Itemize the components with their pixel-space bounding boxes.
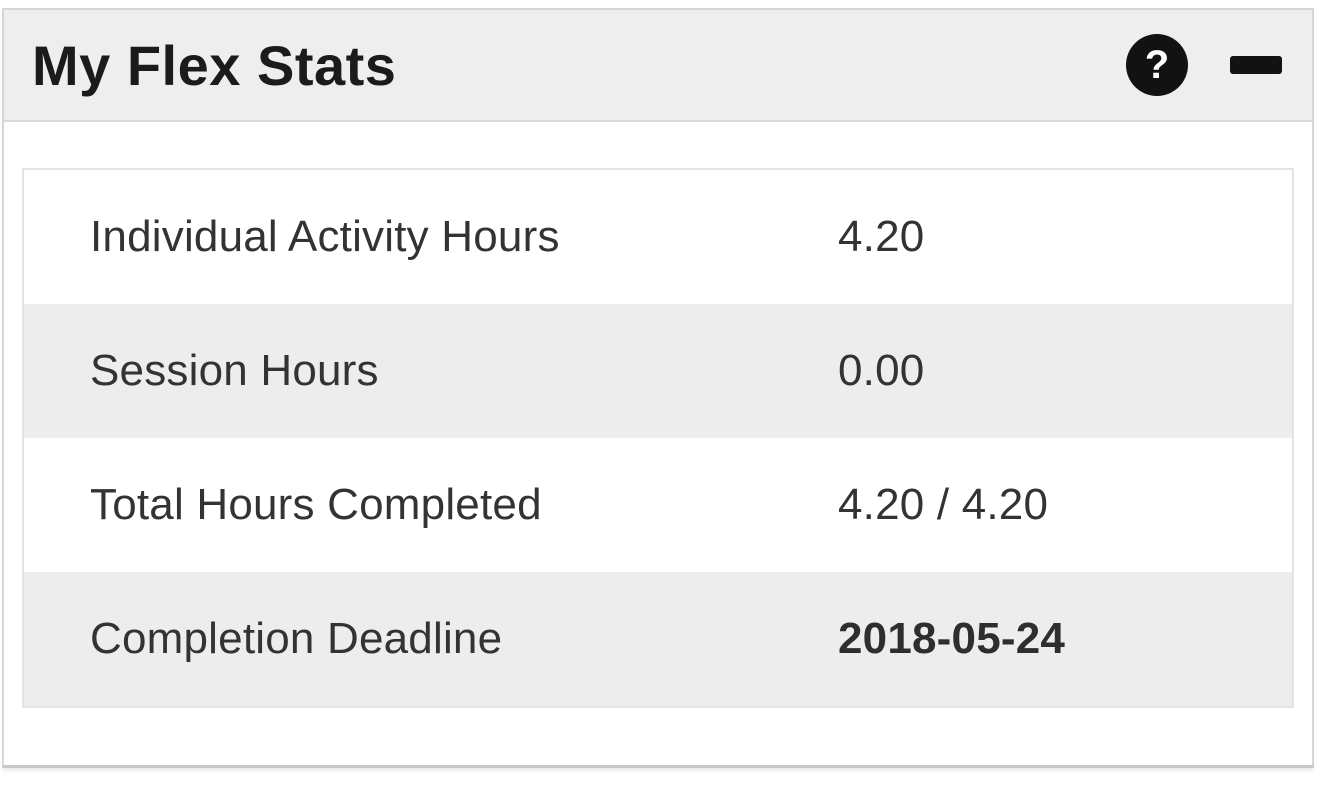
my-flex-stats-panel: My Flex Stats ? Individual Activity Hour…: [2, 8, 1314, 768]
panel-header-controls: ?: [1126, 34, 1282, 96]
row-value: 0.00: [838, 346, 925, 395]
table-row-total-hours-completed: Total Hours Completed 4.20 / 4.20: [24, 438, 1292, 572]
row-value: 4.20 / 4.20: [838, 480, 1049, 529]
panel-header: My Flex Stats ?: [4, 10, 1312, 122]
table-row-individual-activity-hours: Individual Activity Hours 4.20: [24, 170, 1292, 304]
table-row-completion-deadline: Completion Deadline 2018-05-24: [24, 572, 1292, 706]
row-label: Total Hours Completed: [90, 480, 542, 529]
flex-stats-table: Individual Activity Hours 4.20 Session H…: [22, 168, 1294, 708]
row-value-deadline: 2018-05-24: [838, 614, 1066, 663]
row-label: Individual Activity Hours: [90, 212, 560, 261]
row-label: Completion Deadline: [90, 614, 503, 663]
row-value: 4.20: [838, 212, 925, 261]
help-icon[interactable]: ?: [1126, 34, 1188, 96]
minimize-icon[interactable]: [1230, 34, 1282, 96]
panel-body: Individual Activity Hours 4.20 Session H…: [4, 122, 1312, 708]
row-label: Session Hours: [90, 346, 379, 395]
table-row-session-hours: Session Hours 0.00: [24, 304, 1292, 438]
panel-title: My Flex Stats: [32, 33, 397, 97]
minimize-bar: [1230, 56, 1282, 74]
